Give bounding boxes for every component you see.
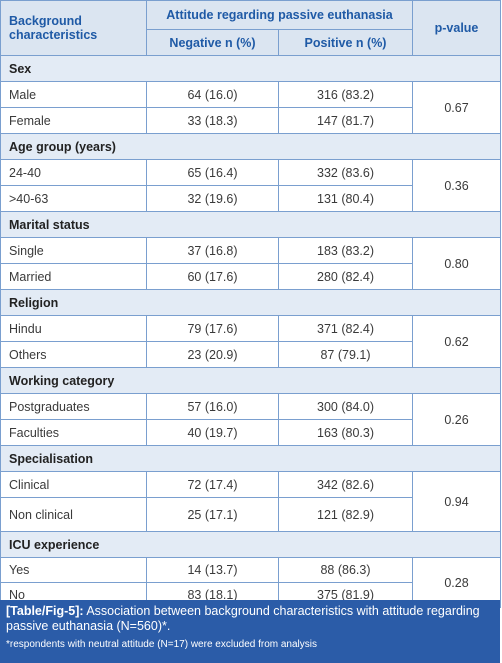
negative-cell: 23 (20.9) bbox=[146, 341, 279, 368]
data-row: Others 23 (20.9) 87 (79.1) bbox=[0, 341, 501, 368]
data-row: Clinical 72 (17.4) 342 (82.6) 0.94 bbox=[0, 471, 502, 532]
row-label: Hindu bbox=[0, 315, 147, 342]
data-row: Married 60 (17.6) 280 (82.4) bbox=[0, 263, 501, 290]
negative-cell: 72 (17.4) bbox=[146, 471, 279, 498]
data-table: Background characteristics Attitude rega… bbox=[0, 0, 502, 608]
row-label: Single bbox=[0, 237, 147, 264]
pvalue-cell: 0.36 bbox=[412, 159, 502, 212]
positive-cell: 87 (79.1) bbox=[277, 341, 414, 368]
group-title: ICU experience bbox=[0, 531, 502, 558]
pvalue-cell: 0.67 bbox=[412, 81, 502, 134]
negative-cell: 25 (17.1) bbox=[146, 497, 279, 532]
negative-cell: 33 (18.3) bbox=[146, 107, 279, 134]
table-body: Sex Male 64 (16.0) 316 (83.2) 0.67 Female 33 (… bbox=[0, 55, 502, 608]
caption-text: Association between background character… bbox=[6, 604, 480, 633]
row-label: Married bbox=[0, 263, 147, 290]
data-row: Single 37 (16.8) 183 (83.2) 0.80 bbox=[0, 237, 502, 290]
positive-cell: 371 (82.4) bbox=[277, 315, 414, 342]
header-cell: p-value bbox=[412, 0, 502, 56]
positive-cell: 88 (86.3) bbox=[277, 557, 414, 583]
header-cell: Negative n (%) bbox=[146, 29, 279, 56]
header-cell: Attitude regarding passive euthanasia bbox=[145, 0, 414, 30]
header-cell: Positive n (%) bbox=[277, 29, 414, 56]
negative-cell: 40 (19.7) bbox=[146, 419, 279, 446]
header-row: Background characteristics Attitude rega… bbox=[0, 0, 502, 56]
positive-cell: 147 (81.7) bbox=[277, 107, 414, 134]
group-row: Specialisation bbox=[0, 445, 502, 472]
row-label: 24-40 bbox=[0, 159, 147, 186]
row-label: Clinical bbox=[0, 471, 147, 498]
caption: [Table/Fig-5]: Association between backg… bbox=[0, 600, 500, 663]
group-row: Sex bbox=[0, 55, 502, 82]
data-row: Female 33 (18.3) 147 (81.7) bbox=[0, 107, 501, 134]
data-row: Postgraduates 57 (16.0) 300 (84.0) 0.26 bbox=[0, 393, 502, 446]
row-label: Faculties bbox=[0, 419, 147, 446]
positive-cell: 163 (80.3) bbox=[277, 419, 414, 446]
row-label: Others bbox=[0, 341, 147, 368]
group-row: ICU experience bbox=[0, 531, 502, 558]
negative-cell: 79 (17.6) bbox=[146, 315, 279, 342]
group-title: Working category bbox=[0, 367, 502, 394]
row-label: Female bbox=[0, 107, 147, 134]
group-title: Religion bbox=[0, 289, 502, 316]
data-row: Non clinical 25 (17.1) 121 (82.9) bbox=[0, 497, 501, 532]
row-label: >40-63 bbox=[0, 185, 147, 212]
table-head: Background characteristics Attitude rega… bbox=[0, 0, 502, 56]
negative-cell: 37 (16.8) bbox=[146, 237, 279, 264]
data-row: Hindu 79 (17.6) 371 (82.4) 0.62 bbox=[0, 315, 502, 368]
group-row: Age group (years) bbox=[0, 133, 502, 160]
negative-cell: 14 (13.7) bbox=[146, 557, 279, 583]
group-row: Religion bbox=[0, 289, 502, 316]
pvalue-cell: 0.94 bbox=[412, 471, 502, 532]
row-label: Non clinical bbox=[0, 497, 147, 532]
data-row: >40-63 32 (19.6) 131 (80.4) bbox=[0, 185, 501, 212]
positive-cell: 121 (82.9) bbox=[277, 497, 414, 532]
positive-cell: 342 (82.6) bbox=[277, 471, 414, 498]
data-row: Yes 14 (13.7) 88 (86.3) 0.28 bbox=[0, 557, 502, 608]
group-title: Sex bbox=[0, 55, 502, 82]
row-label: Yes bbox=[0, 557, 147, 583]
negative-cell: 64 (16.0) bbox=[146, 81, 279, 108]
group-title: Specialisation bbox=[0, 445, 502, 472]
pvalue-cell: 0.62 bbox=[412, 315, 502, 368]
header-row: Negative n (%) Positive n (%) bbox=[1, 29, 501, 56]
group-row: Working category bbox=[0, 367, 502, 394]
negative-cell: 57 (16.0) bbox=[146, 393, 279, 420]
pvalue-cell: 0.80 bbox=[412, 237, 502, 290]
row-label: Male bbox=[0, 81, 147, 108]
positive-cell: 300 (84.0) bbox=[277, 393, 414, 420]
footnote: *respondents with neutral attitude (N=17… bbox=[6, 639, 317, 650]
positive-cell: 183 (83.2) bbox=[277, 237, 414, 264]
data-row: 24-40 65 (16.4) 332 (83.6) 0.36 bbox=[0, 159, 502, 212]
positive-cell: 131 (80.4) bbox=[277, 185, 414, 212]
group-title: Marital status bbox=[0, 211, 502, 238]
positive-cell: 316 (83.2) bbox=[277, 81, 414, 108]
positive-cell: 332 (83.6) bbox=[277, 159, 414, 186]
data-row: Male 64 (16.0) 316 (83.2) 0.67 bbox=[0, 81, 502, 134]
group-title: Age group (years) bbox=[0, 133, 502, 160]
pvalue-cell: 0.26 bbox=[412, 393, 502, 446]
row-label: Postgraduates bbox=[0, 393, 147, 420]
caption-label: [Table/Fig-5]: bbox=[6, 604, 84, 618]
data-row: Faculties 40 (19.7) 163 (80.3) bbox=[0, 419, 501, 446]
negative-cell: 60 (17.6) bbox=[146, 263, 279, 290]
header-cell: Background characteristics bbox=[0, 0, 147, 56]
negative-cell: 65 (16.4) bbox=[146, 159, 279, 186]
group-row: Marital status bbox=[0, 211, 502, 238]
positive-cell: 280 (82.4) bbox=[277, 263, 414, 290]
negative-cell: 32 (19.6) bbox=[146, 185, 279, 212]
